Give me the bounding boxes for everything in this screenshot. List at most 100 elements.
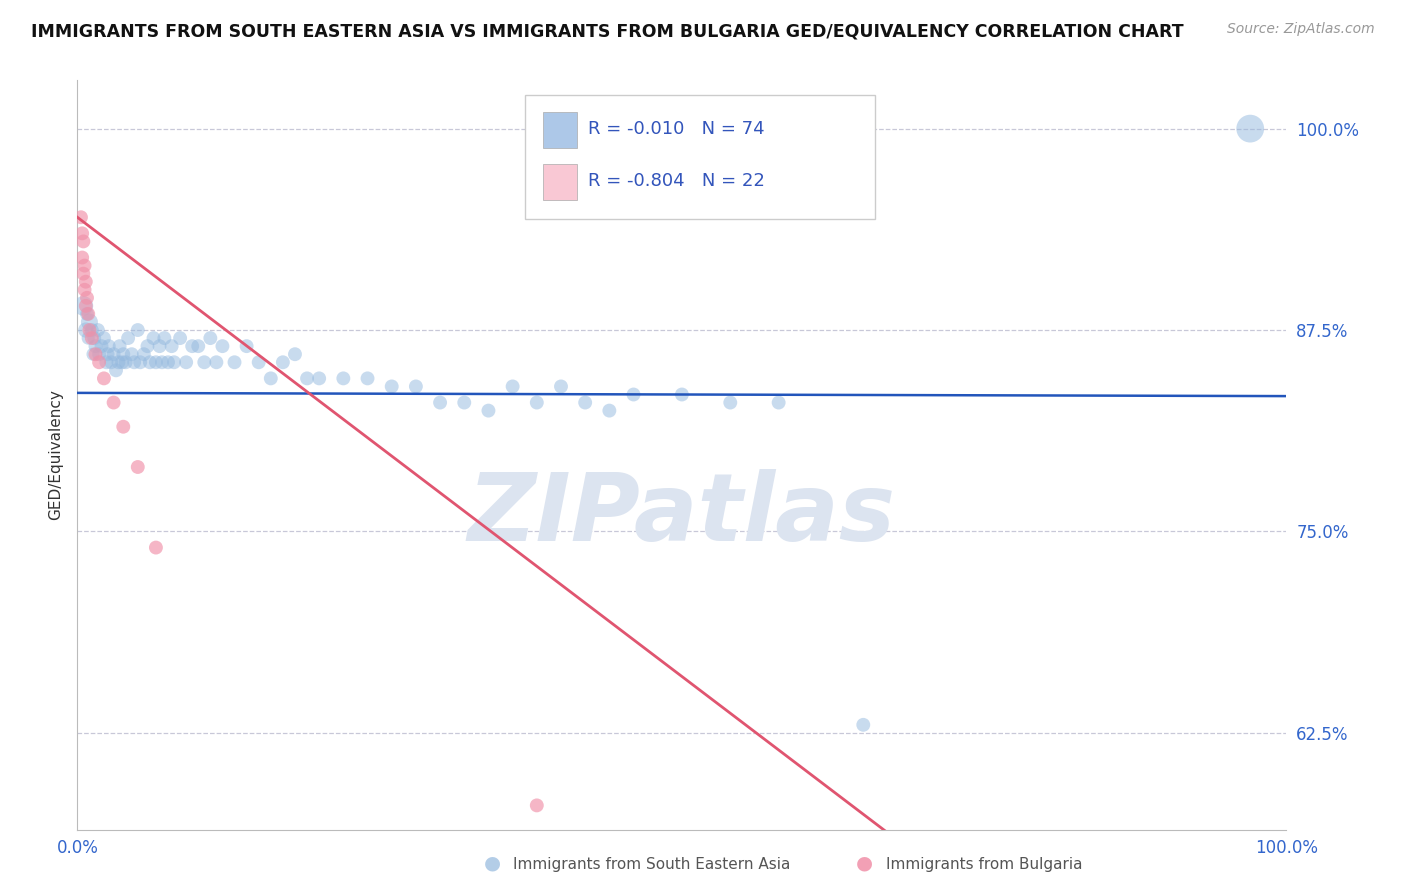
Point: [127, 323, 149, 337]
Point: [477, 403, 499, 417]
Point: [80, 331, 103, 345]
Point: [429, 395, 451, 409]
Point: [127, 460, 149, 475]
Point: [90, 339, 112, 353]
Point: [87, 355, 110, 369]
Point: [82, 347, 104, 361]
Point: [181, 339, 204, 353]
Point: [163, 355, 186, 369]
Text: R = -0.804   N = 22: R = -0.804 N = 22: [588, 172, 765, 190]
Text: Immigrants from South Eastern Asia: Immigrants from South Eastern Asia: [513, 857, 790, 872]
Text: ZIPatlas: ZIPatlas: [468, 469, 896, 561]
Point: [157, 355, 180, 369]
Point: [72, 267, 94, 281]
Point: [107, 355, 129, 369]
Point: [550, 379, 572, 393]
Text: IMMIGRANTS FROM SOUTH EASTERN ASIA VS IMMIGRANTS FROM BULGARIA GED/EQUIVALENCY C: IMMIGRANTS FROM SOUTH EASTERN ASIA VS IM…: [31, 22, 1184, 40]
Point: [405, 379, 427, 393]
Point: [136, 339, 159, 353]
Point: [77, 331, 100, 345]
Point: [73, 283, 96, 297]
Point: [271, 355, 294, 369]
Point: [129, 355, 152, 369]
Point: [1239, 121, 1261, 136]
Point: [77, 307, 100, 321]
Point: [72, 299, 94, 313]
Point: [122, 355, 145, 369]
Point: [139, 355, 162, 369]
Point: [502, 379, 524, 393]
Point: [768, 395, 790, 409]
Point: [114, 355, 136, 369]
Point: [75, 275, 97, 289]
Point: [103, 347, 125, 361]
Point: [79, 315, 101, 329]
Point: [87, 323, 110, 337]
Point: [526, 395, 548, 409]
Point: [308, 371, 330, 385]
Point: [84, 347, 107, 361]
Point: [111, 355, 134, 369]
Point: [145, 355, 167, 369]
Point: [105, 363, 128, 377]
Text: ●: ●: [484, 854, 501, 872]
Point: [598, 403, 620, 417]
Point: [132, 347, 155, 361]
Point: [73, 259, 96, 273]
Point: [200, 331, 222, 345]
Text: R = -0.010   N = 74: R = -0.010 N = 74: [588, 120, 765, 138]
Point: [103, 395, 125, 409]
Text: ●: ●: [856, 854, 873, 872]
Point: [211, 339, 233, 353]
Point: [97, 339, 120, 353]
Point: [260, 371, 283, 385]
Point: [112, 419, 135, 434]
Point: [381, 379, 404, 393]
Point: [332, 371, 354, 385]
Point: [112, 347, 135, 361]
Point: [84, 339, 107, 353]
Point: [72, 235, 94, 249]
Point: [295, 371, 318, 385]
Text: Source: ZipAtlas.com: Source: ZipAtlas.com: [1227, 22, 1375, 37]
Point: [117, 331, 139, 345]
Point: [174, 355, 197, 369]
Point: [453, 395, 475, 409]
Point: [247, 355, 270, 369]
Point: [87, 347, 110, 361]
Point: [671, 387, 693, 401]
Bar: [543, 112, 576, 148]
Point: [70, 211, 93, 225]
Point: [121, 347, 143, 361]
Point: [76, 291, 98, 305]
Y-axis label: GED/Equivalency: GED/Equivalency: [48, 390, 63, 520]
Text: Immigrants from Bulgaria: Immigrants from Bulgaria: [886, 857, 1083, 872]
Point: [70, 227, 93, 241]
Point: [93, 371, 115, 385]
Point: [671, 871, 693, 885]
Point: [150, 355, 173, 369]
Point: [160, 339, 183, 353]
Point: [623, 387, 645, 401]
Point: [100, 355, 122, 369]
Point: [83, 331, 105, 345]
Point: [284, 347, 307, 361]
Point: [96, 347, 118, 361]
Point: [224, 355, 246, 369]
FancyBboxPatch shape: [524, 95, 876, 219]
Point: [80, 323, 103, 337]
Point: [193, 355, 215, 369]
Point: [75, 299, 97, 313]
Point: [108, 339, 131, 353]
Point: [574, 395, 596, 409]
Point: [93, 331, 115, 345]
Point: [79, 323, 101, 337]
Point: [75, 323, 97, 337]
Point: [187, 339, 209, 353]
Point: [96, 355, 118, 369]
Point: [145, 541, 167, 555]
Point: [142, 331, 165, 345]
Point: [235, 339, 257, 353]
Point: [852, 718, 875, 732]
Point: [205, 355, 228, 369]
